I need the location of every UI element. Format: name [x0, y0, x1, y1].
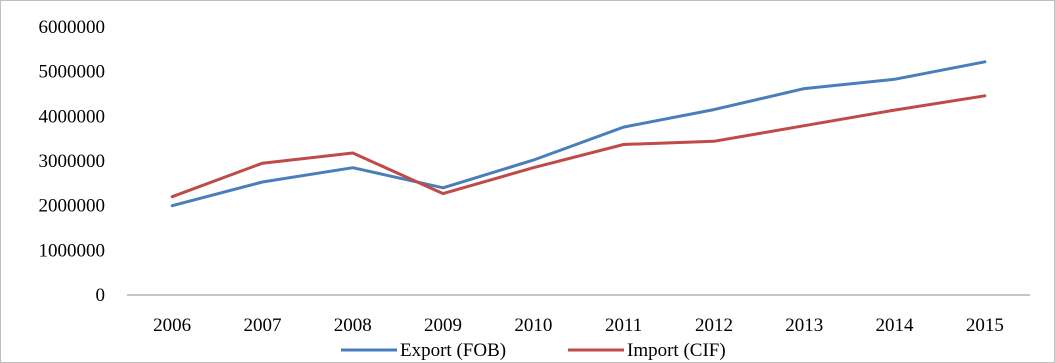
x-tick-label: 2010 — [514, 315, 552, 336]
x-tick-label: 2014 — [876, 315, 915, 336]
x-tick-label: 2012 — [695, 315, 733, 336]
x-tick-label: 2011 — [605, 315, 642, 336]
x-tick-label: 2013 — [785, 315, 823, 336]
y-tick-label: 3000000 — [39, 151, 106, 172]
x-axis-tick-labels: 2006 2007 2008 2009 2010 2011 2012 2013 2014 2015 — [153, 315, 1004, 336]
y-tick-label: 2000000 — [39, 196, 106, 217]
x-tick-label: 2006 — [153, 315, 191, 336]
series-line-export — [170, 60, 987, 208]
x-tick-label: 2015 — [966, 315, 1004, 336]
y-tick-label: 5000000 — [39, 62, 106, 83]
legend-label: Export (FOB) — [400, 340, 506, 361]
legend: Export (FOB) Import (CIF) — [341, 340, 726, 361]
y-tick-label: 0 — [96, 285, 106, 306]
series-line-import — [170, 94, 987, 199]
x-tick-label: 2009 — [424, 315, 462, 336]
y-tick-label: 6000000 — [39, 17, 106, 38]
y-tick-label: 4000000 — [39, 106, 106, 127]
x-tick-label: 2008 — [334, 315, 372, 336]
x-tick-label: 2007 — [243, 315, 281, 336]
legend-label: Import (CIF) — [627, 340, 726, 361]
y-axis-tick-labels: 0 1000000 2000000 3000000 4000000 5000000 6000… — [39, 17, 106, 306]
series-lines — [170, 60, 987, 208]
y-tick-label: 1000000 — [39, 240, 106, 261]
